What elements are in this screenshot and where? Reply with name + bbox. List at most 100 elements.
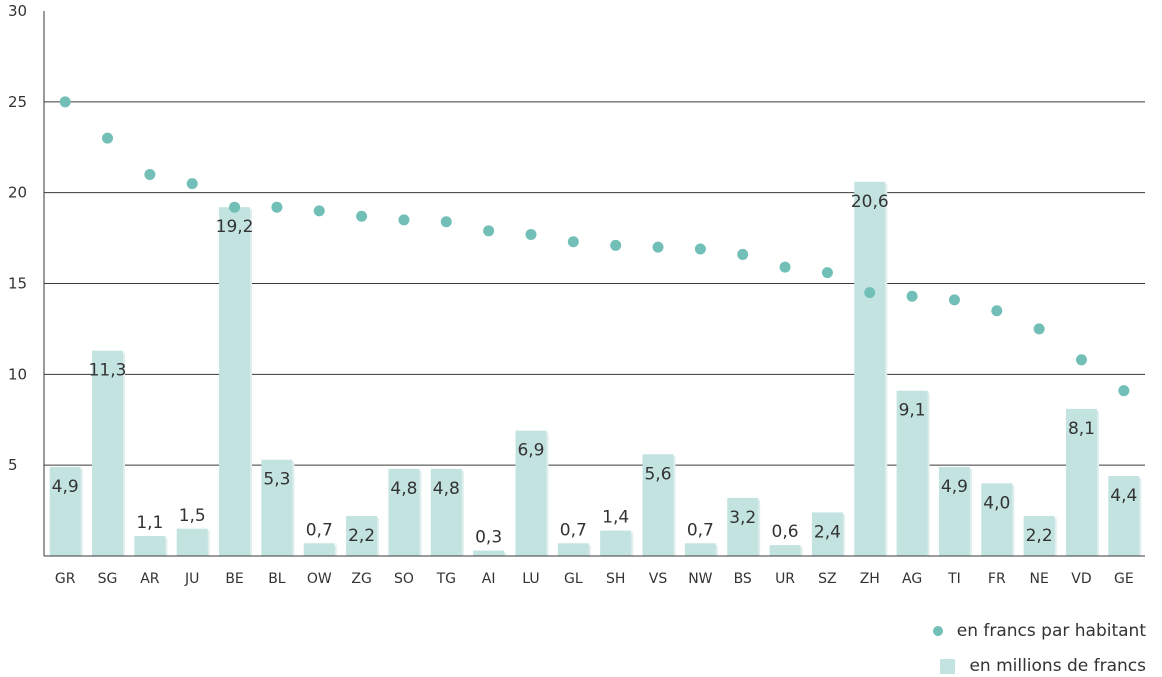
bar-value-label: 0,7 bbox=[687, 520, 714, 540]
bar-value-label: 1,5 bbox=[179, 506, 206, 526]
per-capita-dot bbox=[864, 287, 876, 299]
bar-value-label: 0,6 bbox=[772, 522, 799, 542]
bar-value-label: 1,4 bbox=[602, 508, 629, 528]
bar bbox=[388, 468, 420, 556]
bar-value-label: 4,8 bbox=[390, 479, 417, 499]
x-tick-label: SH bbox=[606, 571, 625, 587]
x-tick-label: BL bbox=[268, 571, 286, 587]
per-capita-dot bbox=[906, 290, 918, 302]
x-tick-label: ZH bbox=[860, 571, 880, 587]
bar-value-label: 4,9 bbox=[52, 477, 79, 497]
x-tick-label: SO bbox=[394, 571, 414, 587]
bar-value-label: 2,2 bbox=[348, 526, 375, 546]
bar bbox=[219, 207, 251, 556]
bar-value-label: 4,8 bbox=[433, 479, 460, 499]
x-tick-label: SZ bbox=[818, 571, 836, 587]
legend-dot-icon bbox=[932, 626, 943, 636]
per-capita-dot bbox=[398, 214, 410, 226]
legend-label-millions: en millions de francs bbox=[969, 656, 1146, 676]
bar-value-label: 3,2 bbox=[729, 508, 756, 528]
y-tick-label: 15 bbox=[8, 275, 27, 293]
bar bbox=[303, 543, 335, 556]
bar bbox=[727, 497, 759, 556]
bar bbox=[515, 430, 547, 556]
bar-value-label: 19,2 bbox=[216, 217, 254, 237]
x-tick-label: NW bbox=[688, 571, 712, 587]
y-tick-label: 30 bbox=[8, 2, 27, 20]
per-capita-dot bbox=[483, 225, 495, 237]
per-capita-dot bbox=[991, 305, 1003, 317]
bar bbox=[49, 466, 81, 556]
x-tick-label: VD bbox=[1071, 571, 1091, 587]
bar bbox=[938, 466, 970, 556]
per-capita-dot bbox=[144, 169, 156, 180]
bar bbox=[642, 454, 674, 556]
bar-value-label: 5,6 bbox=[644, 464, 671, 484]
bar bbox=[557, 543, 589, 556]
chart: 30 25 20 15 10 5 4,9 11,3 1,1 1,5 19,2 5,3 0,7 2,2 4,8… bbox=[8, 2, 1145, 587]
bar-value-label: 2,2 bbox=[1026, 526, 1053, 546]
per-capita-dot bbox=[1118, 385, 1130, 397]
x-tick-label: OW bbox=[307, 571, 332, 587]
legend-item-millions: en millions de francs bbox=[940, 656, 1146, 676]
bar bbox=[684, 543, 716, 556]
bar bbox=[896, 390, 928, 556]
per-capita-dot bbox=[567, 236, 579, 248]
bar bbox=[92, 350, 124, 556]
per-capita-dot bbox=[313, 205, 325, 217]
per-capita-dot bbox=[1033, 323, 1045, 335]
bar-value-label: 11,3 bbox=[89, 361, 127, 381]
x-tick-label: BE bbox=[225, 571, 243, 587]
per-capita-dot bbox=[737, 248, 749, 260]
bar-value-label: 8,1 bbox=[1068, 419, 1095, 439]
bar bbox=[346, 516, 378, 556]
bar bbox=[769, 545, 801, 556]
x-tick-label: UR bbox=[775, 571, 795, 587]
x-tick-label: GL bbox=[564, 571, 583, 587]
per-capita-dot bbox=[948, 294, 960, 306]
x-tick-label: ZG bbox=[351, 571, 371, 587]
per-capita-dot bbox=[186, 178, 198, 190]
x-tick-label: AR bbox=[140, 571, 160, 587]
x-tick-label: TI bbox=[947, 571, 961, 587]
x-tick-label: AI bbox=[482, 571, 496, 587]
per-capita-dot bbox=[1075, 354, 1087, 366]
legend-item-per-capita: en francs par habitant bbox=[932, 621, 1146, 641]
bar-value-label: 0,7 bbox=[306, 520, 333, 540]
per-capita-dot bbox=[59, 96, 71, 108]
bar bbox=[261, 459, 293, 556]
per-capita-dot bbox=[440, 216, 452, 228]
bar bbox=[176, 528, 208, 556]
bar-value-label: 6,9 bbox=[517, 441, 544, 461]
bar bbox=[600, 530, 632, 556]
per-capita-dot bbox=[229, 201, 241, 213]
x-tick-label: JU bbox=[184, 571, 199, 587]
bar-value-label: 0,3 bbox=[475, 528, 502, 548]
per-capita-dot bbox=[271, 201, 283, 213]
per-capita-dot bbox=[694, 243, 706, 255]
y-tick-label: 10 bbox=[8, 365, 27, 383]
per-capita-dot bbox=[102, 132, 114, 144]
x-tick-label: VS bbox=[649, 571, 668, 587]
bar-value-label: 9,1 bbox=[899, 401, 926, 421]
bar-value-label: 4,9 bbox=[941, 477, 968, 497]
bar-value-label: 20,6 bbox=[851, 192, 889, 212]
bar-value-label: 0,7 bbox=[560, 520, 587, 540]
x-tick-label: LU bbox=[522, 571, 539, 587]
bar bbox=[854, 181, 886, 556]
y-tick-label: 5 bbox=[8, 456, 18, 474]
bar-value-label: 2,4 bbox=[814, 522, 841, 542]
bar bbox=[811, 512, 843, 556]
bar bbox=[1108, 476, 1140, 556]
bar bbox=[1023, 516, 1055, 556]
bar bbox=[473, 550, 505, 556]
per-capita-dot bbox=[525, 228, 537, 240]
bar bbox=[430, 468, 462, 556]
bar bbox=[1065, 408, 1097, 556]
bar-value-label: 5,3 bbox=[263, 470, 290, 490]
x-tick-label: BS bbox=[734, 571, 752, 587]
x-tick-label: GE bbox=[1114, 571, 1134, 587]
y-tick-label: 25 bbox=[8, 93, 27, 111]
x-tick-label: TG bbox=[436, 571, 456, 587]
x-tick-label: FR bbox=[988, 571, 1006, 587]
